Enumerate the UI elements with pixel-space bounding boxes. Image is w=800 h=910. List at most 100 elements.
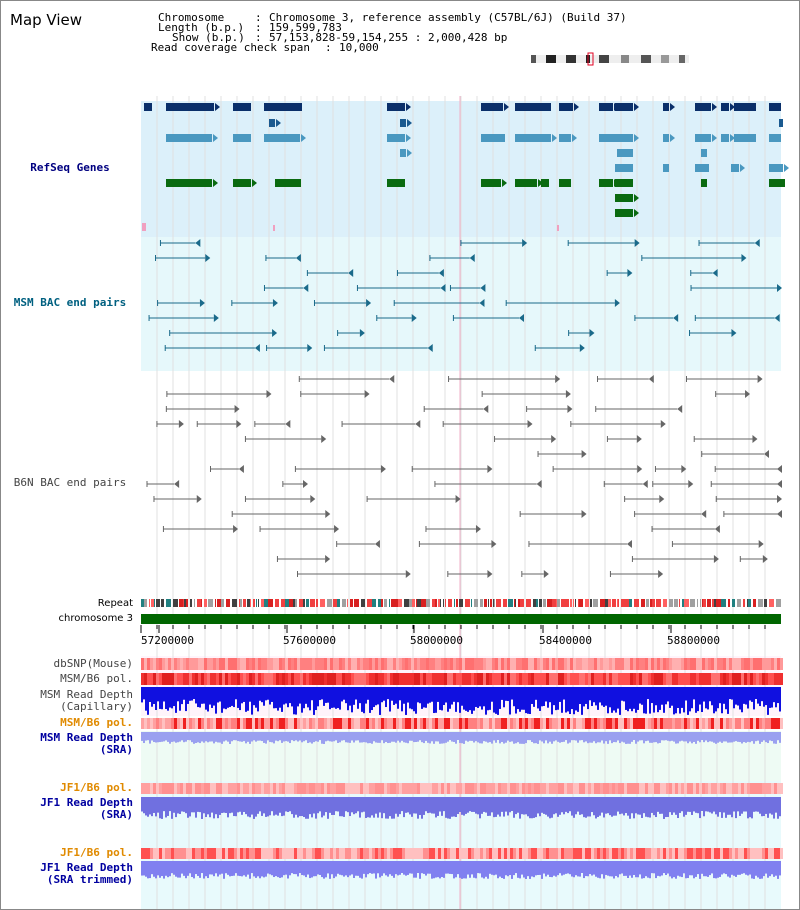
msm-depth-sra-bar	[229, 732, 231, 744]
msm-depth-capillary-bar	[657, 687, 659, 713]
jf1-depth-sra-bar	[151, 797, 153, 817]
jf1-depth-trim-bar	[285, 861, 287, 875]
jf1-depth-sra-bar	[473, 797, 475, 812]
dbsnp-heat	[765, 658, 768, 670]
jf1-depth-trim-bar	[217, 861, 219, 877]
msm-depth-capillary-bar	[147, 687, 149, 715]
jf1-b6-pol-heat	[189, 783, 192, 794]
msm-depth-sra-bar	[607, 732, 609, 744]
track-label-b6n-bac[interactable]: B6N BAC end pairs	[13, 476, 127, 489]
jf1-depth-sra-bar	[749, 797, 751, 818]
msm-depth-capillary-bar	[191, 687, 193, 701]
refseq-gene-exon	[769, 134, 781, 142]
msm-depth-capillary-bar	[563, 687, 565, 700]
msm-b6-pol-heat-2	[303, 718, 306, 729]
dbsnp-heat	[195, 658, 198, 670]
msm-depth-capillary-bar	[225, 687, 227, 710]
msm-depth-capillary-bar	[263, 687, 265, 706]
jf1-depth-trim-bar	[545, 861, 547, 877]
dbsnp-heat	[168, 658, 171, 670]
jf1-b6-pol-heat-2	[426, 848, 429, 859]
jf1-depth-trim-bar	[305, 861, 307, 878]
jf1-depth-trim-bar	[349, 861, 351, 876]
jf1-depth-trim-bar	[163, 861, 165, 879]
msm-b6-pol-heat	[198, 673, 201, 685]
jf1-depth-sra-bar	[367, 797, 369, 818]
jf1-b6-pol-heat-2	[507, 848, 510, 859]
dbsnp-heat	[159, 658, 162, 670]
msm-b6-pol-heat-2	[780, 718, 783, 729]
msm-depth-sra-bar	[447, 732, 449, 742]
track-label-msm-bac[interactable]: MSM BAC end pairs	[13, 296, 127, 309]
msm-b6-pol-heat-2	[699, 718, 702, 729]
msm-bac-pair-arrow	[627, 269, 633, 277]
msm-depth-capillary-bar	[763, 687, 765, 707]
jf1-b6-pol-heat-2	[210, 848, 213, 859]
msm-depth-capillary-bar	[203, 687, 205, 704]
refseq-gene-exon	[264, 134, 300, 142]
jf1-depth-trim-bar	[509, 861, 511, 876]
jf1-b6-pol-heat-2	[429, 848, 432, 859]
msm-depth-sra-bar	[687, 732, 689, 744]
msm-depth-capillary-bar	[643, 687, 645, 714]
jf1-depth-sra-bar	[651, 797, 653, 813]
jf1-depth-trim-bar	[159, 861, 161, 878]
jf1-b6-pol-heat	[636, 783, 639, 794]
jf1-b6-pol-heat-2	[591, 848, 594, 859]
dbsnp-heat	[162, 658, 165, 670]
msm-depth-capillary-bar	[367, 687, 369, 700]
msm-bac-pair-arrow	[777, 284, 782, 292]
jf1-depth-sra-bar	[303, 797, 305, 818]
msm-b6-pol-heat	[696, 673, 699, 685]
ideogram-band	[546, 55, 556, 63]
b6n-bac-pair-arrow	[637, 465, 643, 473]
jf1-depth-sra-bar	[779, 797, 781, 817]
msm-b6-pol-heat	[558, 673, 561, 685]
jf1-depth-sra-bar	[487, 797, 489, 816]
msm-depth-sra-bar	[541, 732, 543, 742]
msm-b6-pol-heat-2	[267, 718, 270, 729]
msm-bac-pair-arrow	[205, 254, 211, 262]
jf1-depth-sra-bar	[431, 797, 433, 814]
jf1-b6-pol-heat-2	[681, 848, 684, 859]
msm-depth-capillary-bar	[357, 687, 359, 709]
msm-bac-pair-arrow	[348, 269, 354, 277]
jf1-depth-trim-bar	[185, 861, 187, 879]
msm-depth-capillary-bar	[223, 687, 225, 709]
dbsnp-heat	[171, 658, 174, 670]
jf1-b6-pol-heat-2	[276, 848, 279, 859]
msm-depth-capillary-bar	[523, 687, 525, 710]
jf1-depth-trim-bar	[281, 861, 283, 878]
msm-depth-capillary-bar	[627, 687, 629, 712]
jf1-depth-sra-bar	[747, 797, 749, 819]
msm-b6-pol-heat	[552, 673, 555, 685]
msm-depth-sra-bar	[685, 732, 687, 742]
msm-b6-pol-heat-2	[744, 718, 747, 729]
jf1-depth-trim-bar	[467, 861, 469, 875]
jf1-b6-pol-heat-2	[297, 848, 300, 859]
jf1-b6-pol-heat	[405, 783, 408, 794]
msm-b6-pol-heat	[699, 673, 702, 685]
msm-b6-pol-heat	[171, 673, 174, 685]
dbsnp-heat	[705, 658, 708, 670]
msm-b6-pol-heat-2	[231, 718, 234, 729]
b6n-bac-pair-arrow	[334, 525, 340, 533]
msm-b6-pol-heat-2	[237, 718, 240, 729]
msm-b6-pol-heat	[207, 673, 210, 685]
msm-depth-capillary-bar	[185, 687, 187, 712]
repeat-block	[697, 599, 698, 607]
msm-depth-sra-bar	[625, 732, 627, 744]
msm-depth-sra-bar	[239, 732, 241, 742]
jf1-depth-sra-bar	[401, 797, 403, 812]
track-label-refseq[interactable]: RefSeq Genes	[30, 161, 110, 174]
msm-depth-capillary-bar	[383, 687, 385, 701]
jf1-depth-sra-bar	[239, 797, 241, 812]
jf1-b6-pol-heat	[357, 783, 360, 794]
jf1-depth-trim-bar	[707, 861, 709, 877]
jf1-b6-pol-heat-2	[534, 848, 537, 859]
msm-b6-pol-heat	[741, 673, 744, 685]
repeat-block	[669, 599, 673, 607]
jf1-b6-pol-heat	[780, 783, 783, 794]
jf1-depth-sra-bar	[601, 797, 603, 813]
msm-depth-capillary-bar	[775, 687, 777, 708]
